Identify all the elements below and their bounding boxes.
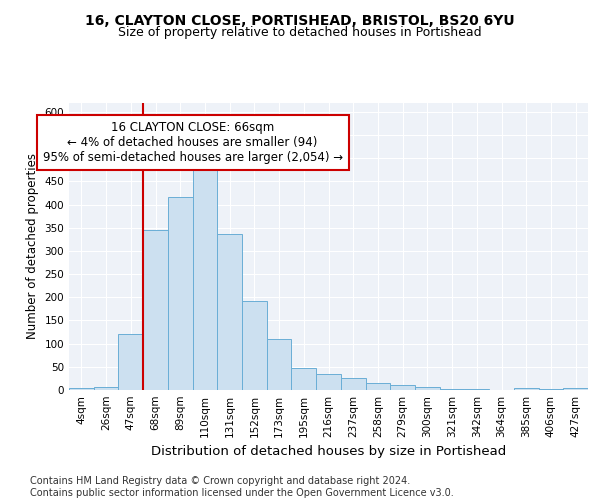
Bar <box>415 387 440 390</box>
Bar <box>242 301 267 390</box>
Text: Contains HM Land Registry data © Crown copyright and database right 2024.
Contai: Contains HM Land Registry data © Crown c… <box>30 476 454 498</box>
Text: 16 CLAYTON CLOSE: 66sqm
← 4% of detached houses are smaller (94)
95% of semi-det: 16 CLAYTON CLOSE: 66sqm ← 4% of detached… <box>43 121 343 164</box>
Bar <box>292 368 316 390</box>
Bar <box>563 388 588 390</box>
Bar <box>69 388 94 390</box>
Bar <box>143 230 168 390</box>
Bar <box>316 374 341 390</box>
Bar <box>514 388 539 390</box>
Bar <box>365 383 390 390</box>
Bar <box>440 388 464 390</box>
Bar <box>267 338 292 390</box>
Bar <box>464 389 489 390</box>
Bar <box>217 234 242 390</box>
Bar <box>193 164 217 390</box>
Bar <box>118 334 143 390</box>
Bar <box>390 386 415 390</box>
Text: Size of property relative to detached houses in Portishead: Size of property relative to detached ho… <box>118 26 482 39</box>
Text: 16, CLAYTON CLOSE, PORTISHEAD, BRISTOL, BS20 6YU: 16, CLAYTON CLOSE, PORTISHEAD, BRISTOL, … <box>85 14 515 28</box>
Bar <box>539 389 563 390</box>
Bar <box>168 197 193 390</box>
X-axis label: Distribution of detached houses by size in Portishead: Distribution of detached houses by size … <box>151 446 506 458</box>
Y-axis label: Number of detached properties: Number of detached properties <box>26 153 39 340</box>
Bar <box>94 387 118 390</box>
Bar <box>341 378 365 390</box>
